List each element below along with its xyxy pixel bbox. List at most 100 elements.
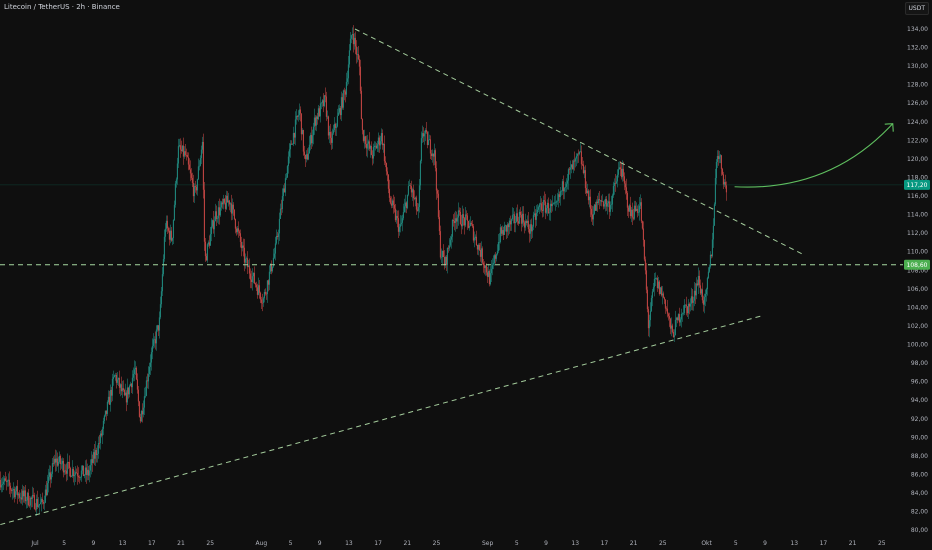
candle-body [535, 212, 537, 220]
candle-body [194, 186, 196, 187]
candle-body [7, 479, 9, 481]
candle-body [205, 256, 207, 261]
candle-body [496, 251, 498, 255]
candle-body [482, 262, 484, 266]
candle-body [189, 169, 191, 174]
candle-body [121, 388, 123, 392]
candle-body [279, 208, 281, 219]
candle-body [592, 213, 594, 220]
candle-body [165, 220, 167, 229]
candle-body [432, 153, 434, 157]
candle-body [336, 115, 338, 127]
candle-body [434, 150, 436, 169]
candle-body [392, 200, 394, 205]
candle-body [221, 202, 223, 205]
price-tick-label: 108,00 [907, 267, 928, 274]
candle-body [80, 470, 82, 478]
candle-body [486, 272, 488, 277]
candle-body [56, 458, 58, 466]
candle-body [295, 115, 297, 120]
candle-body [651, 291, 653, 299]
candle-body [445, 256, 447, 266]
candle-body [127, 387, 129, 395]
candle-body [549, 203, 551, 213]
candle-body [305, 154, 307, 160]
candle-body [465, 214, 467, 216]
candle-body [99, 433, 101, 444]
candle-body [552, 203, 554, 205]
candle-body [553, 202, 555, 204]
candle-body [5, 480, 7, 482]
candle-body [585, 188, 587, 194]
time-tick-label: 9 [544, 540, 548, 547]
candle-body [558, 194, 560, 197]
candle-body [293, 132, 295, 138]
candle-body [120, 384, 122, 392]
candle-body [723, 181, 725, 185]
candle-body [36, 498, 38, 507]
price-tick-label: 116,00 [907, 193, 928, 200]
candle-body [218, 207, 220, 216]
candle-body [719, 155, 721, 157]
candle-body [30, 497, 32, 499]
candle-body [290, 143, 292, 145]
currency-button[interactable]: USDT [904, 2, 929, 15]
candle-body [429, 139, 431, 154]
time-tick-label: 13 [345, 540, 353, 547]
candle-body [494, 255, 496, 259]
candle-body [230, 203, 232, 214]
candle-body [720, 155, 722, 169]
candle-body [446, 248, 448, 266]
candle-body [380, 133, 382, 142]
time-tick-label: 5 [734, 540, 738, 547]
candle-body [362, 130, 364, 141]
candle-body [511, 215, 513, 220]
candle-body [258, 285, 260, 293]
candle-body [200, 149, 202, 159]
candle-body [270, 263, 272, 272]
candle-body [291, 144, 293, 145]
time-tick-label: 17 [820, 540, 828, 547]
candle-body [513, 214, 515, 224]
candle-body [296, 115, 298, 117]
candle-body [292, 132, 294, 145]
descending-trendline [354, 28, 806, 256]
candle-body [672, 331, 674, 338]
candle-body [577, 153, 579, 155]
candle-body [384, 161, 386, 163]
candle-body [342, 90, 344, 108]
candle-body [256, 287, 258, 295]
candle-body [271, 266, 273, 272]
price-tick-label: 100,00 [907, 342, 928, 349]
price-tick-label: 92,00 [911, 416, 928, 423]
candle-body [557, 194, 559, 201]
candle-body [502, 230, 504, 235]
candle-body [0, 485, 2, 488]
candle-body [140, 411, 142, 422]
candle-body [9, 485, 11, 490]
time-axis[interactable]: Jul 5 9 13 17 21 25 Aug 5 9 13 17 21 25 Sep 5 9 13 17 21 25 O… [30, 540, 885, 547]
candle-body [589, 196, 591, 209]
candle-body [518, 211, 520, 224]
candle-body [526, 220, 528, 224]
candle-body [297, 115, 299, 117]
candle-body [112, 377, 114, 379]
candle-body [721, 168, 723, 175]
candle-body [571, 164, 573, 170]
candle-body [251, 276, 253, 283]
last-price-label: 117,20 [907, 182, 928, 189]
candle-body [376, 144, 378, 149]
candle-body [424, 130, 426, 134]
candle-body [148, 366, 150, 375]
candle-body [590, 208, 592, 215]
price-axis[interactable]: 80,00 82,00 84,00 86,00 88,00 90,00 92,00 94,00… [907, 26, 928, 534]
time-tick-label: 25 [433, 540, 441, 547]
candle-body [403, 206, 405, 213]
candle-body [410, 186, 412, 193]
candle-body [516, 213, 518, 222]
candle-body [226, 195, 228, 203]
candle-body [554, 202, 556, 204]
candle-body [470, 222, 472, 225]
candle-body [284, 178, 286, 193]
